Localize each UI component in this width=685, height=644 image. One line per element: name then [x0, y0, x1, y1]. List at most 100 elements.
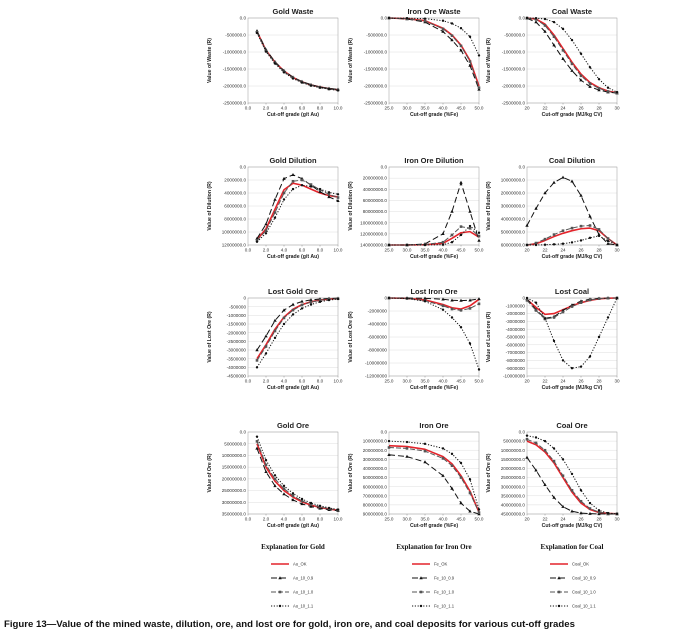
data-point [588, 214, 592, 218]
data-point [477, 511, 481, 514]
x-tick-label: 6.0 [299, 517, 306, 522]
data-point [606, 511, 610, 515]
data-point [255, 31, 259, 35]
x-tick-label: 40.0 [439, 517, 448, 522]
data-point [534, 468, 538, 472]
data-point [327, 191, 331, 194]
legend-explanation-for-coal: Explanation for Coal Coal_OK Coal_10_0.9 Co… [541, 543, 604, 609]
x-tick-label: 2.0 [263, 379, 270, 384]
legend-heading: Explanation for Gold [261, 543, 325, 551]
y-axis-label: Value of Ore (R) [207, 453, 213, 492]
data-point [552, 35, 556, 38]
x-tick-label: 26 [578, 248, 584, 253]
plot-area [388, 17, 480, 104]
chart-coal-ore: Coal Ore 0.0 5000000.0 10000000.0 15000000.0… [486, 421, 620, 529]
chart-lost-gold-ore: Lost Gold Ore 0 -500000 -1000000 -1500000 -20… [207, 287, 343, 391]
y-tick-label: 10000000.0 [501, 178, 526, 183]
legend-label: Coal_OK [572, 562, 589, 567]
y-tick-label: 90000000.0 [363, 512, 388, 517]
y-tick-label: -4000000 [368, 322, 388, 327]
x-tick-label: 28 [596, 248, 602, 253]
data-point [552, 339, 556, 343]
data-point [561, 359, 565, 362]
data-point [309, 501, 313, 505]
data-point [291, 180, 295, 183]
data-point [570, 367, 574, 370]
legend-explanation-for-iron-ore: Explanation for Iron Ore Fe_OK Fe_10_0.9 Fe… [396, 543, 471, 609]
data-point [318, 86, 322, 89]
y-tick-label: 20000000.0 [363, 176, 388, 181]
y-tick-label: 0.0 [381, 430, 388, 435]
legend-marker [419, 590, 423, 594]
plot-area [388, 431, 480, 515]
data-point [273, 211, 277, 214]
data-point [561, 57, 565, 60]
data-point [282, 176, 286, 180]
data-point [543, 24, 547, 27]
chart-title: Iron Ore Waste [407, 7, 460, 16]
legend-marker [419, 604, 423, 608]
data-point [423, 243, 427, 247]
series-line [389, 182, 480, 246]
y-tick-label: -2000000 [506, 311, 526, 316]
x-axis-label: Cut-off grade (g/t Au) [267, 112, 319, 118]
data-point [441, 240, 445, 244]
y-tick-label: 30000000.0 [501, 204, 526, 209]
chart-title: Gold Dilution [269, 156, 316, 165]
legend-marker [557, 576, 561, 580]
y-tick-label: 15000000.0 [222, 465, 247, 470]
plot-area [388, 166, 480, 246]
x-tick-label: 45.0 [457, 379, 466, 384]
data-point [273, 318, 277, 322]
y-tick-label: 12000000.0 [222, 243, 247, 248]
y-tick-label: 0 [384, 296, 387, 301]
data-point [405, 16, 409, 20]
legend-explanation-for-gold: Explanation for Gold Au_OK Au_10_0.9 Au_10_… [261, 543, 325, 609]
series-line [256, 30, 339, 90]
series-coal-10-1-0 [525, 16, 619, 95]
data-point [606, 316, 610, 319]
y-tick-label: 50000000.0 [501, 230, 526, 235]
data-point [264, 345, 268, 348]
x-tick-label: 2.0 [263, 248, 270, 253]
y-tick-label: 30000000.0 [501, 484, 526, 489]
data-point [459, 180, 463, 184]
legend-marker [419, 576, 423, 580]
data-point [543, 448, 547, 452]
plot-area [526, 17, 618, 104]
series-line [256, 31, 339, 91]
data-point [405, 454, 409, 458]
data-point [405, 297, 409, 300]
data-point [282, 487, 286, 490]
data-point [291, 494, 295, 498]
series-coal-ok [526, 227, 618, 246]
data-point [336, 193, 340, 196]
data-point [336, 297, 340, 301]
y-tick-label: -1000000 [506, 303, 526, 308]
y-tick-label: -1000000.0 [364, 50, 388, 55]
y-tick-label: 20000000.0 [222, 476, 247, 481]
data-point [543, 29, 547, 33]
legend-label: Fe_10_0.9 [434, 576, 455, 581]
x-axis-label: Cut-off grade (MJ/kg CV) [542, 112, 603, 118]
x-axis-label: Cut-off grade (%Fe) [410, 385, 458, 391]
data-point [579, 78, 583, 82]
data-point [336, 508, 340, 511]
data-point [282, 198, 286, 201]
data-point [468, 63, 472, 67]
y-tick-label: 10000000.0 [363, 439, 388, 444]
data-point [552, 233, 556, 236]
y-tick-label: 0.0 [240, 430, 247, 435]
y-axis-label: Value of Waste (R) [486, 38, 492, 83]
plot-area [247, 431, 339, 515]
data-point [309, 503, 313, 506]
data-point [468, 478, 472, 481]
x-tick-label: 30 [614, 517, 620, 522]
y-axis-label: Value of Dilution (R) [207, 181, 213, 231]
data-point [525, 296, 529, 300]
y-tick-label: 100000000.0 [360, 220, 387, 225]
series-line [389, 297, 480, 302]
data-point [264, 50, 268, 53]
data-point [450, 233, 454, 237]
y-tick-label: -4000000 [227, 365, 247, 370]
